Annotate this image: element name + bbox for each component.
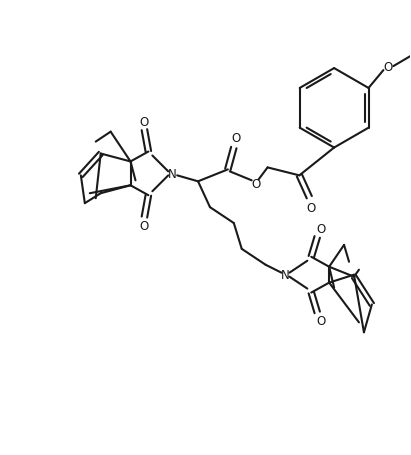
Text: O: O <box>316 223 326 236</box>
Text: N: N <box>168 167 177 181</box>
Text: O: O <box>140 219 149 232</box>
Text: O: O <box>316 314 326 327</box>
Text: N: N <box>281 268 290 282</box>
Text: O: O <box>384 61 393 73</box>
Text: O: O <box>307 201 316 214</box>
Text: O: O <box>231 132 240 145</box>
Text: O: O <box>140 116 149 129</box>
Text: O: O <box>251 177 260 190</box>
